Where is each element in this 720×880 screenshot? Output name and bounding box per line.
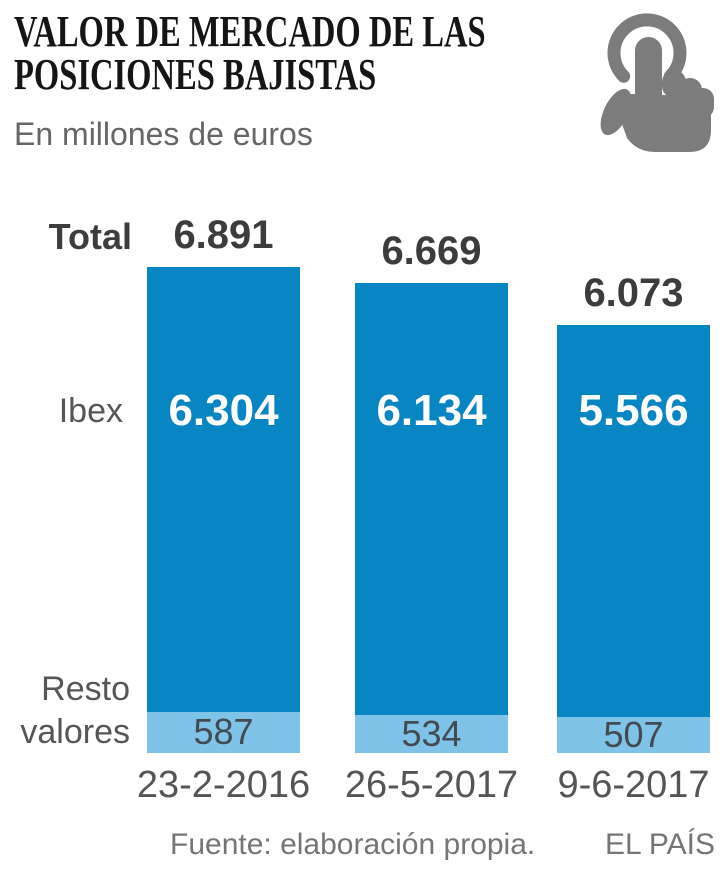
resto-valores-value-label: 587 [193,711,254,753]
chart-title-line2: POSICIONES BAJISTAS [14,50,377,99]
ibex-value-label: 5.566 [578,385,689,435]
ibex-segment[interactable] [355,282,508,716]
total-value-label: 6.669 [381,228,482,273]
ibex-value-label: 6.304 [168,385,279,435]
resto-valores-value-label: 507 [603,714,664,756]
tap-gesture-icon[interactable] [593,12,717,156]
brand-logo: EL PAÍS [604,828,715,861]
resto-valores-value-label: 534 [401,713,462,755]
resto-valores-segment[interactable] [355,715,508,753]
source-text: Fuente: elaboración propia. [170,828,536,861]
row-label-resto-line2: valores [20,713,130,751]
resto-valores-segment[interactable] [147,711,300,753]
total-value-label: 6.073 [583,270,684,315]
chart-title-line1: VALOR DE MERCADO DE LAS [14,7,486,56]
bar-group-9-6-2017[interactable]: 6.073 5.566 507 9-6-2017 [557,273,710,804]
chart-title: VALOR DE MERCADO DE LAS POSICIONES BAJIS… [14,7,486,99]
category-axis-label: 9-6-2017 [557,763,710,806]
row-label-ibex: Ibex [58,392,123,430]
ibex-segment[interactable] [147,267,300,712]
chart-subtitle: En millones de euros [14,116,313,152]
row-label-resto-valores: Resto valores [20,668,130,754]
row-label-total: Total [48,216,132,257]
row-label-resto-line1: Resto [41,670,130,708]
bar-group-26-5-2017[interactable]: 6.669 6.134 534 26-5-2017 [345,231,518,804]
category-axis-label: 23-2-2016 [136,763,311,806]
bar-group-23-2-2016[interactable]: 6.891 6.304 587 23-2-2016 [137,215,310,804]
ibex-value-label: 6.134 [376,385,487,435]
tap-hand-icon [600,13,714,152]
category-axis-label: 26-5-2017 [344,763,519,806]
resto-valores-segment[interactable] [557,717,710,753]
total-value-label: 6.891 [173,213,274,258]
ibex-segment[interactable] [557,324,710,718]
